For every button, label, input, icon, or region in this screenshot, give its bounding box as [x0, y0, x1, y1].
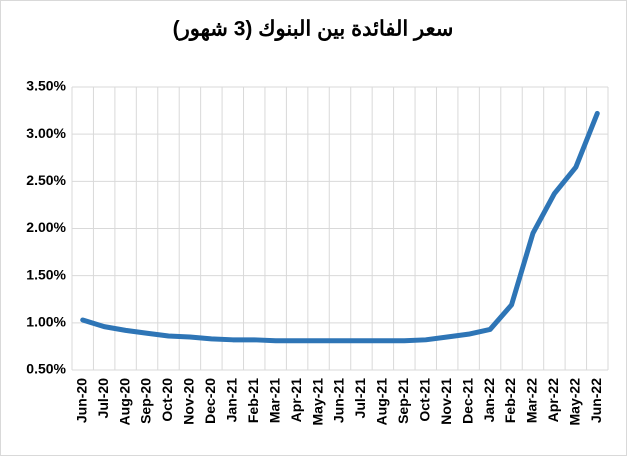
x-tick-label: Feb-21 [245, 378, 261, 423]
y-tick-label: 3.50% [26, 78, 66, 94]
x-tick-label: Nov-20 [181, 378, 197, 425]
x-tick-label: May-22 [567, 378, 583, 426]
x-tick-label: Dec-21 [459, 378, 475, 424]
x-tick-label: Dec-20 [202, 378, 218, 424]
y-tick-label: 1.00% [26, 314, 66, 330]
x-tick-label: Aug-21 [374, 378, 390, 426]
chart-title: سعر الفائدة بين البنوك (3 شهور) [173, 18, 454, 42]
x-tick-label: Oct-21 [416, 378, 432, 422]
y-tick-label: 1.50% [26, 266, 66, 282]
x-tick-label: Sep-21 [395, 378, 411, 424]
x-tick-label: Aug-20 [116, 378, 132, 426]
x-tick-label: Jul-20 [95, 378, 111, 419]
x-tick-label: Jul-21 [352, 378, 368, 419]
y-tick-label: 2.50% [26, 172, 66, 188]
x-tick-label: Mar-21 [266, 378, 282, 423]
x-tick-label: Feb-22 [502, 378, 518, 423]
x-tick-label: Jun-22 [588, 378, 604, 423]
x-tick-label: Apr-22 [545, 378, 561, 423]
x-tick-label: Jan-21 [224, 378, 240, 423]
x-tick-label: Nov-21 [438, 378, 454, 425]
y-tick-label: 2.00% [26, 219, 66, 235]
x-tick-label: Jun-20 [73, 378, 89, 423]
x-tick-label: Oct-20 [159, 378, 175, 422]
x-tick-label: Mar-22 [524, 378, 540, 423]
x-tick-label: Sep-20 [138, 378, 154, 424]
data-line [80, 110, 600, 344]
y-tick-label: 3.00% [26, 125, 66, 141]
x-tick-label: Jan-22 [481, 378, 497, 423]
x-tick-label: Apr-21 [288, 378, 304, 423]
y-tick-label: 0.50% [26, 361, 66, 377]
x-tick-label: Jun-21 [331, 378, 347, 423]
x-tick-label: May-21 [309, 378, 325, 426]
